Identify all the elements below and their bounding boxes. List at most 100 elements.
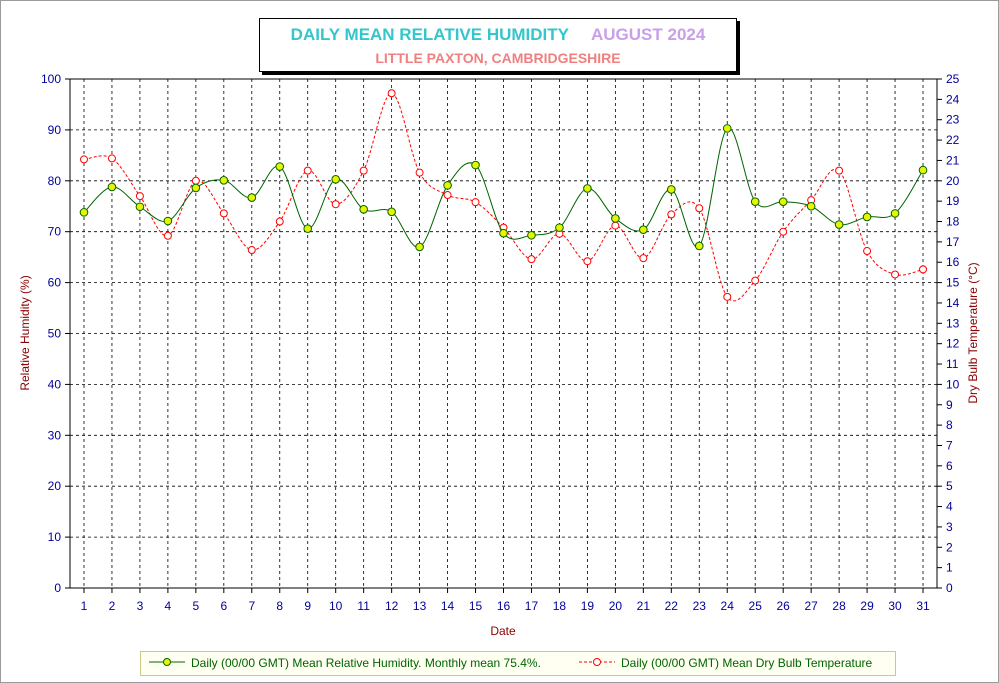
x-tick-label: 26	[776, 599, 790, 613]
y2-tick-label: 20	[946, 174, 960, 188]
temperature-point	[527, 255, 536, 264]
temperature-point	[387, 89, 396, 98]
y2-tick-label: 6	[946, 459, 953, 473]
title-line: DAILY MEAN RELATIVE HUMIDITY AUGUST 2024	[260, 25, 736, 45]
chart-period: AUGUST 2024	[591, 25, 706, 44]
humidity-point	[890, 209, 900, 218]
x-tick-label: 30	[888, 599, 902, 613]
x-tick-label: 9	[304, 599, 311, 613]
humidity-point	[387, 207, 396, 217]
x-tick-label: 1	[81, 599, 88, 613]
y2-tick-label: 13	[946, 316, 960, 330]
temperature-point	[919, 265, 928, 274]
y-axis-title: Relative Humidity (%)	[18, 275, 32, 390]
x-tick-label: 5	[193, 599, 200, 613]
y2-tick-label: 24	[946, 92, 960, 106]
x-axis-title: Date	[490, 624, 516, 638]
x-tick-label: 25	[749, 599, 763, 613]
temperature-point	[135, 192, 144, 201]
temperature-line	[83, 92, 924, 302]
x-tick-label: 29	[860, 599, 874, 613]
temperature-point	[275, 217, 284, 226]
humidity-point	[471, 160, 480, 170]
temperature-point	[331, 200, 340, 209]
x-tick-label: 16	[497, 599, 511, 613]
humidity-point	[303, 224, 313, 233]
y2-tick-label: 5	[946, 479, 953, 493]
temperature-point	[79, 155, 88, 164]
y-tick-label: 50	[48, 327, 62, 341]
y-tick-label: 100	[41, 72, 61, 86]
humidity-point	[275, 162, 285, 171]
y2-tick-label: 3	[946, 520, 953, 534]
y2-tick-label: 21	[946, 153, 960, 167]
tick-labels: 0102030405060708090100012345678910111213…	[41, 72, 960, 613]
y2-tick-label: 12	[946, 337, 960, 351]
humidity-point	[778, 197, 788, 206]
temperature-point	[835, 166, 844, 175]
y2-tick-label: 10	[946, 377, 960, 391]
temperature-point	[611, 221, 620, 230]
humidity-point	[135, 202, 145, 212]
x-tick-label: 24	[721, 599, 735, 613]
y2-tick-label: 14	[946, 296, 960, 310]
temperature-point	[191, 176, 200, 185]
y2-tick-label: 15	[946, 276, 960, 290]
title-box: DAILY MEAN RELATIVE HUMIDITY AUGUST 2024 …	[259, 18, 737, 72]
x-tick-label: 28	[832, 599, 846, 613]
y2-tick-label: 1	[946, 561, 953, 575]
humidity-point	[611, 214, 620, 223]
y-tick-label: 10	[48, 530, 62, 544]
y2-tick-label: 19	[946, 194, 960, 208]
x-tick-label: 22	[665, 599, 679, 613]
y-tick-label: 70	[48, 225, 62, 239]
humidity-point	[79, 208, 89, 217]
humidity-point	[806, 201, 816, 211]
grid-lines	[70, 79, 937, 588]
x-tick-label: 10	[329, 599, 343, 613]
y2-tick-label: 8	[946, 418, 953, 432]
temperature-point	[583, 257, 592, 266]
x-tick-label: 13	[413, 599, 427, 613]
humidity-point	[750, 197, 760, 206]
x-tick-label: 4	[165, 599, 172, 613]
humidity-point	[639, 225, 648, 234]
temperature-point	[639, 254, 648, 263]
legend-humidity-symbol	[149, 658, 185, 666]
humidity-point	[443, 181, 452, 190]
y2-tick-label: 18	[946, 215, 960, 229]
temperature-point	[107, 154, 116, 163]
y2-tick-label: 25	[946, 72, 960, 86]
x-tick-label: 12	[385, 599, 399, 613]
temperature-point	[863, 247, 872, 256]
y2-axis-title: Dry Bulb Temperature (°C)	[966, 262, 980, 403]
x-tick-label: 20	[609, 599, 623, 613]
x-tick-label: 3	[137, 599, 144, 613]
x-tick-label: 19	[581, 599, 595, 613]
humidity-point	[107, 182, 117, 192]
y2-tick-label: 7	[946, 438, 953, 452]
humidity-point	[694, 241, 704, 251]
humidity-point	[359, 205, 368, 214]
y2-tick-label: 0	[946, 581, 953, 595]
series-humidity	[79, 124, 928, 252]
y2-tick-label: 2	[946, 540, 953, 554]
x-tick-label: 6	[220, 599, 227, 613]
x-tick-label: 14	[441, 599, 455, 613]
humidity-point	[918, 165, 928, 175]
legend-temperature-label: Daily (00/00 GMT) Mean Dry Bulb Temperat…	[621, 656, 873, 670]
humidity-point	[191, 183, 201, 193]
y-tick-label: 90	[48, 123, 62, 137]
chart-title: DAILY MEAN RELATIVE HUMIDITY	[290, 25, 569, 44]
legend-humidity-label: Daily (00/00 GMT) Mean Relative Humidity…	[191, 656, 541, 670]
temperature-point	[303, 166, 312, 175]
humidity-point	[667, 185, 676, 194]
temperature-point	[163, 231, 172, 240]
x-tick-label: 31	[916, 599, 930, 613]
humidity-point	[247, 193, 257, 202]
humidity-point	[331, 174, 340, 184]
y2-tick-label: 17	[946, 235, 960, 249]
chart-subtitle: LITTLE PAXTON, CAMBRIDGESHIRE	[375, 50, 621, 66]
temperature-point	[751, 276, 760, 285]
